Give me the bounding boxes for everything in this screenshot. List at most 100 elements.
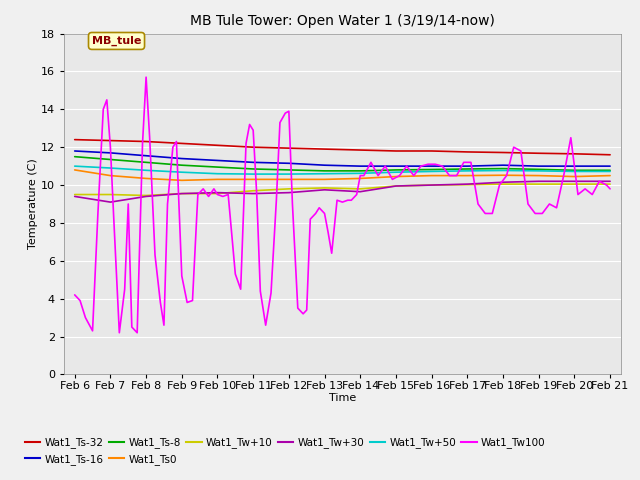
Wat1_Tw+50 <box>356 170 364 176</box>
Wat1_Tw100 <box>333 197 341 203</box>
Wat1_Ts-32 <box>606 152 614 157</box>
Wat1_Tw+30 <box>71 193 79 199</box>
Wat1_Ts-32 <box>71 137 79 143</box>
Wat1_Ts-16 <box>570 163 578 169</box>
Wat1_Ts-16 <box>499 162 507 168</box>
Wat1_Ts-16 <box>392 163 400 169</box>
Wat1_Ts-32 <box>428 148 435 154</box>
Wat1_Tw100 <box>71 292 79 298</box>
Wat1_Ts-16 <box>142 153 150 158</box>
Wat1_Ts-16 <box>356 163 364 169</box>
Wat1_Ts-8 <box>178 162 186 168</box>
Wat1_Ts0 <box>570 174 578 180</box>
X-axis label: Time: Time <box>329 393 356 403</box>
Wat1_Ts0 <box>392 174 400 180</box>
Wat1_Tw+10 <box>71 192 79 197</box>
Wat1_Ts0 <box>499 172 507 178</box>
Line: Wat1_Ts-8: Wat1_Ts-8 <box>75 156 610 171</box>
Wat1_Ts0 <box>606 173 614 179</box>
Wat1_Tw+30 <box>463 181 471 187</box>
Line: Wat1_Tw+10: Wat1_Tw+10 <box>75 184 610 195</box>
Wat1_Ts-8 <box>285 167 292 173</box>
Wat1_Ts-8 <box>106 156 114 162</box>
Wat1_Tw+30 <box>392 183 400 189</box>
Wat1_Ts0 <box>214 177 221 182</box>
Wat1_Tw+30 <box>428 182 435 188</box>
Wat1_Ts-32 <box>535 150 543 156</box>
Wat1_Ts0 <box>178 178 186 183</box>
Wat1_Tw+10 <box>214 191 221 196</box>
Wat1_Ts-8 <box>606 168 614 173</box>
Wat1_Ts0 <box>250 177 257 182</box>
Wat1_Tw+50 <box>178 169 186 175</box>
Line: Wat1_Ts0: Wat1_Ts0 <box>75 170 610 180</box>
Wat1_Ts-16 <box>463 163 471 169</box>
Wat1_Tw100 <box>606 186 614 192</box>
Wat1_Ts-16 <box>428 163 435 169</box>
Wat1_Tw+50 <box>499 168 507 173</box>
Line: Wat1_Tw+50: Wat1_Tw+50 <box>75 166 610 174</box>
Wat1_Ts-32 <box>321 146 328 152</box>
Line: Wat1_Tw+30: Wat1_Tw+30 <box>75 181 610 202</box>
Wat1_Ts-8 <box>214 164 221 170</box>
Wat1_Ts-8 <box>535 167 543 172</box>
Wat1_Ts-8 <box>570 168 578 173</box>
Wat1_Tw+30 <box>106 199 114 205</box>
Wat1_Tw+10 <box>250 188 257 193</box>
Wat1_Tw+50 <box>392 169 400 175</box>
Wat1_Ts0 <box>142 176 150 181</box>
Wat1_Tw+30 <box>499 180 507 185</box>
Wat1_Ts-8 <box>142 159 150 165</box>
Text: MB_tule: MB_tule <box>92 36 141 46</box>
Wat1_Ts-16 <box>71 148 79 154</box>
Wat1_Ts0 <box>463 173 471 179</box>
Wat1_Tw+10 <box>142 192 150 198</box>
Wat1_Tw+10 <box>606 181 614 187</box>
Wat1_Ts-16 <box>285 160 292 166</box>
Wat1_Tw100 <box>142 74 150 80</box>
Wat1_Ts-32 <box>570 151 578 156</box>
Wat1_Tw+10 <box>321 185 328 191</box>
Wat1_Ts-32 <box>392 148 400 154</box>
Wat1_Ts-32 <box>285 145 292 151</box>
Wat1_Ts-32 <box>142 139 150 144</box>
Wat1_Tw+50 <box>214 171 221 177</box>
Wat1_Ts-16 <box>106 150 114 156</box>
Wat1_Tw+30 <box>178 191 186 196</box>
Wat1_Tw+50 <box>606 168 614 174</box>
Wat1_Tw+30 <box>570 179 578 184</box>
Wat1_Tw+30 <box>285 190 292 195</box>
Line: Wat1_Ts-32: Wat1_Ts-32 <box>75 140 610 155</box>
Wat1_Ts0 <box>356 176 364 181</box>
Wat1_Ts-32 <box>214 143 221 148</box>
Wat1_Tw+10 <box>356 186 364 192</box>
Line: Wat1_Ts-16: Wat1_Ts-16 <box>75 151 610 166</box>
Wat1_Ts0 <box>535 173 543 179</box>
Wat1_Ts-8 <box>321 168 328 174</box>
Wat1_Tw+30 <box>250 191 257 196</box>
Wat1_Ts-32 <box>106 138 114 144</box>
Wat1_Ts0 <box>71 167 79 173</box>
Wat1_Tw+50 <box>535 168 543 174</box>
Wat1_Ts0 <box>428 173 435 179</box>
Wat1_Tw100 <box>115 330 123 336</box>
Wat1_Tw+30 <box>535 179 543 184</box>
Wat1_Ts-16 <box>606 163 614 169</box>
Line: Wat1_Tw100: Wat1_Tw100 <box>75 77 610 333</box>
Wat1_Ts-8 <box>250 166 257 172</box>
Wat1_Tw100 <box>367 159 375 165</box>
Title: MB Tule Tower: Open Water 1 (3/19/14-now): MB Tule Tower: Open Water 1 (3/19/14-now… <box>190 14 495 28</box>
Wat1_Ts-16 <box>214 157 221 163</box>
Wat1_Tw+10 <box>285 186 292 192</box>
Wat1_Ts-16 <box>321 162 328 168</box>
Wat1_Ts0 <box>321 177 328 182</box>
Wat1_Tw+10 <box>106 192 114 197</box>
Wat1_Tw+30 <box>606 179 614 184</box>
Wat1_Tw+10 <box>392 183 400 189</box>
Wat1_Ts0 <box>285 177 292 182</box>
Wat1_Ts-32 <box>356 147 364 153</box>
Wat1_Tw+50 <box>570 168 578 174</box>
Wat1_Ts-8 <box>499 166 507 171</box>
Wat1_Tw+50 <box>142 168 150 173</box>
Wat1_Ts-16 <box>250 159 257 165</box>
